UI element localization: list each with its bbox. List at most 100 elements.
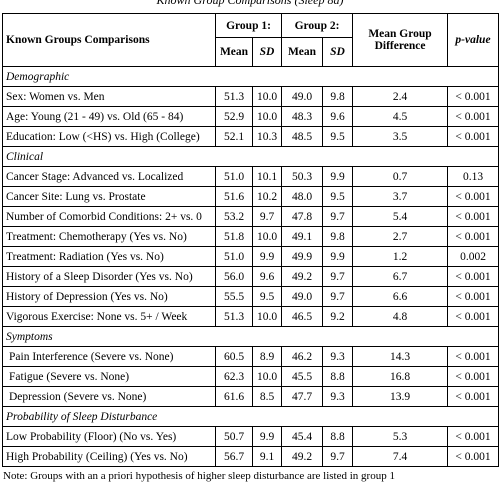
cell: 9.7 <box>322 286 353 307</box>
row-label: Age: Young (21 - 49) vs. Old (65 - 84) <box>2 106 216 127</box>
cell: 9.7 <box>322 446 353 467</box>
cell: 50.7 <box>215 426 253 447</box>
cell: 9.9 <box>252 246 282 267</box>
data-row: Treatment: Radiation (Yes vs. No) 51.0 9.9… <box>2 246 499 267</box>
row-label: Cancer Site: Lung vs. Prostate <box>2 186 216 207</box>
cell: 8.9 <box>252 346 282 367</box>
cell: 52.1 <box>215 126 253 147</box>
cell: 51.8 <box>215 226 253 247</box>
cell: 2.4 <box>352 86 448 107</box>
data-row: Fatigue (Severe vs. None) 62.3 10.0 45.5 8.8… <box>2 366 499 387</box>
cell: 9.6 <box>322 106 353 127</box>
cell: < 0.001 <box>447 306 499 327</box>
cell: 3.7 <box>352 186 448 207</box>
cell: < 0.001 <box>447 286 499 307</box>
header-cell: SD <box>322 37 353 67</box>
cell: 0.13 <box>447 166 499 187</box>
header-cell: Group 2: <box>281 13 353 38</box>
row-label: Number of Comorbid Conditions: 2+ vs. 0 <box>2 206 216 227</box>
cell: 60.5 <box>215 346 253 367</box>
cell: 48.0 <box>281 186 323 207</box>
cell: 10.1 <box>252 166 282 187</box>
cell: 9.9 <box>252 426 282 447</box>
data-row: History of Depression (Yes vs. No) 55.5 9.… <box>2 286 499 307</box>
cell: 51.3 <box>215 86 253 107</box>
section-title: Symptoms <box>2 326 499 347</box>
cell: 49.9 <box>281 246 323 267</box>
cell: 9.8 <box>322 86 353 107</box>
cell: 9.7 <box>322 206 353 227</box>
cell: 9.1 <box>252 446 282 467</box>
cell: < 0.001 <box>447 126 499 147</box>
cell: 49.1 <box>281 226 323 247</box>
data-row: History of a Sleep Disorder (Yes vs. No)… <box>2 266 499 287</box>
cell: 51.6 <box>215 186 253 207</box>
cell: 45.5 <box>281 366 323 387</box>
row-label: History of a Sleep Disorder (Yes vs. No) <box>2 266 216 287</box>
data-row: Low Probability (Floor) (No vs. Yes) 50.7… <box>2 426 499 447</box>
cell: 50.3 <box>281 166 323 187</box>
cell: 9.3 <box>322 386 353 407</box>
cell: 9.5 <box>322 186 353 207</box>
row-label: Vigorous Exercise: None vs. 5+ / Week <box>2 306 216 327</box>
table: Known Groups Comparisons Group 1: Group … <box>2 13 499 467</box>
row-label: Depression (Severe vs. None) <box>2 386 216 407</box>
header-cell: Mean <box>281 37 323 67</box>
data-row: Treatment: Chemotherapy (Yes vs. No) 51.8… <box>2 226 499 247</box>
row-label: Pain Interference (Severe vs. None) <box>2 346 216 367</box>
table-title: Known Group Comparisons (Sleep 8a) <box>156 0 344 7</box>
cell: 56.0 <box>215 266 253 287</box>
cell: 10.0 <box>252 106 282 127</box>
data-row: Cancer Stage: Advanced vs. Localized 51.0… <box>2 166 499 187</box>
cell: 9.5 <box>252 286 282 307</box>
cell: 5.3 <box>352 426 448 447</box>
row-label: Sex: Women vs. Men <box>2 86 216 107</box>
section-title: Probability of Sleep Disturbance <box>2 406 499 427</box>
cell: < 0.001 <box>447 346 499 367</box>
cell: 4.8 <box>352 306 448 327</box>
cell: 4.5 <box>352 106 448 127</box>
cell: < 0.001 <box>447 226 499 247</box>
row-label: Education: Low (<HS) vs. High (College) <box>2 126 216 147</box>
section-row: Symptoms <box>2 326 499 347</box>
cell: 6.6 <box>352 286 448 307</box>
cell: 62.3 <box>215 366 253 387</box>
header-cell: Known Groups Comparisons <box>2 13 216 67</box>
table-body: Demographic Sex: Women vs. Men 51.3 10.0 49.… <box>2 66 499 467</box>
row-label: Treatment: Chemotherapy (Yes vs. No) <box>2 226 216 247</box>
cell: < 0.001 <box>447 446 499 467</box>
row-label: Treatment: Radiation (Yes vs. No) <box>2 246 216 267</box>
data-row: Vigorous Exercise: None vs. 5+ / Week 51.… <box>2 306 499 327</box>
cell: 10.0 <box>252 226 282 247</box>
cell: 10.0 <box>252 306 282 327</box>
cell: 48.5 <box>281 126 323 147</box>
cell: 6.7 <box>352 266 448 287</box>
cell: < 0.001 <box>447 206 499 227</box>
section-title: Clinical <box>2 146 499 167</box>
cell: 61.6 <box>215 386 253 407</box>
header-cell: p-value <box>447 13 499 67</box>
cell: 56.7 <box>215 446 253 467</box>
data-row: Pain Interference (Severe vs. None) 60.5 8… <box>2 346 499 367</box>
cell: 8.8 <box>322 366 353 387</box>
cell: 0.002 <box>447 246 499 267</box>
cell: 47.7 <box>281 386 323 407</box>
cell: 9.9 <box>322 166 353 187</box>
cell: 48.3 <box>281 106 323 127</box>
cell: < 0.001 <box>447 86 499 107</box>
cell: 9.2 <box>322 306 353 327</box>
data-row: Cancer Site: Lung vs. Prostate 51.6 10.2 48… <box>2 186 499 207</box>
cell: 10.2 <box>252 186 282 207</box>
data-row: Sex: Women vs. Men 51.3 10.0 49.0 9.8 2.4 < 0.… <box>2 86 499 107</box>
cell: 9.7 <box>322 266 353 287</box>
cell: 52.9 <box>215 106 253 127</box>
cell: 8.8 <box>322 426 353 447</box>
cell: 9.6 <box>252 266 282 287</box>
cell: 46.5 <box>281 306 323 327</box>
header-cell: Mean <box>215 37 253 67</box>
cell: 49.2 <box>281 266 323 287</box>
row-label: High Probability (Ceiling) (Yes vs. No) <box>2 446 216 467</box>
cell: 53.2 <box>215 206 253 227</box>
section-row: Clinical <box>2 146 499 167</box>
row-label: History of Depression (Yes vs. No) <box>2 286 216 307</box>
